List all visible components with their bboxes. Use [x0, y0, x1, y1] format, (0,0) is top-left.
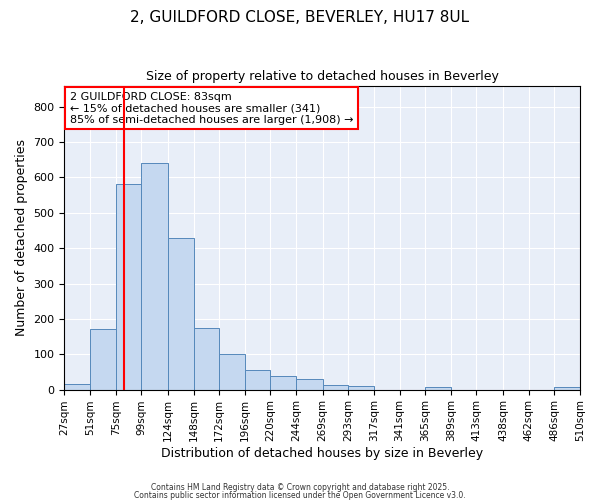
Text: Contains HM Land Registry data © Crown copyright and database right 2025.: Contains HM Land Registry data © Crown c… — [151, 484, 449, 492]
Bar — [90, 330, 116, 390]
Text: 2 GUILDFORD CLOSE: 83sqm
← 15% of detached houses are smaller (341)
85% of semi-: 2 GUILDFORD CLOSE: 83sqm ← 15% of detach… — [70, 92, 353, 125]
Bar — [349, 386, 374, 390]
Bar — [296, 379, 323, 390]
Bar — [116, 184, 141, 390]
Bar — [141, 163, 168, 390]
Bar — [168, 238, 194, 390]
Bar — [554, 388, 580, 390]
Bar — [219, 354, 245, 390]
Bar — [194, 328, 219, 390]
Title: Size of property relative to detached houses in Beverley: Size of property relative to detached ho… — [146, 70, 499, 83]
Bar — [245, 370, 271, 390]
Text: Contains public sector information licensed under the Open Government Licence v3: Contains public sector information licen… — [134, 490, 466, 500]
Bar — [64, 384, 90, 390]
Bar — [271, 376, 296, 390]
Bar — [425, 387, 451, 390]
X-axis label: Distribution of detached houses by size in Beverley: Distribution of detached houses by size … — [161, 447, 483, 460]
Y-axis label: Number of detached properties: Number of detached properties — [15, 139, 28, 336]
Bar — [323, 385, 349, 390]
Text: 2, GUILDFORD CLOSE, BEVERLEY, HU17 8UL: 2, GUILDFORD CLOSE, BEVERLEY, HU17 8UL — [130, 10, 470, 25]
